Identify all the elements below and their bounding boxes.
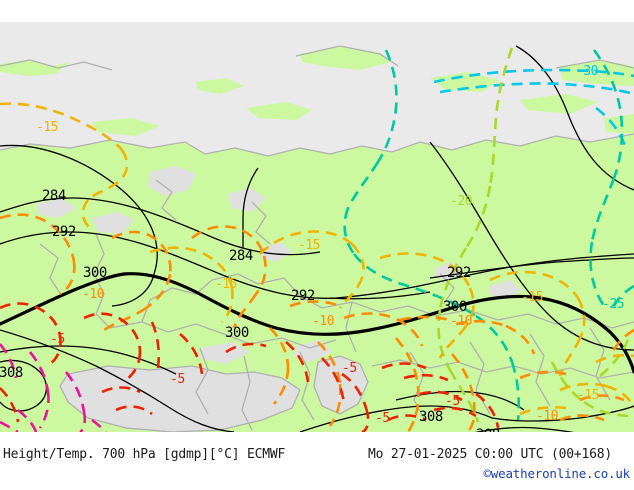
height-contour-300-bold bbox=[0, 272, 634, 374]
temp-label-minus15-d: -15 bbox=[521, 290, 543, 305]
temp-label-minus15-b: -15 bbox=[215, 277, 237, 292]
top-margin bbox=[0, 0, 634, 22]
temp-label-minus25: -25 bbox=[602, 297, 624, 312]
footer-bar: Height/Temp. 700 hPa [gdmp][°C] ECMWF Mo… bbox=[0, 432, 634, 490]
map-graphics bbox=[0, 22, 634, 432]
isotherm-minus-30 bbox=[433, 68, 634, 149]
temp-label-minus10-d: -10 bbox=[536, 409, 558, 424]
height-label-308-b: 308 bbox=[419, 409, 443, 425]
isotherm-zero bbox=[0, 343, 107, 432]
isotherm-minus-5 bbox=[0, 302, 500, 432]
temp-label-minus10-b: -10 bbox=[312, 314, 334, 329]
temp-label-minus10-c: -10 bbox=[450, 314, 472, 329]
copyright-credit: ©weatheronline.co.uk bbox=[483, 466, 630, 481]
isotherm-minus-20 bbox=[437, 47, 634, 423]
temp-label-minus30: -30 bbox=[576, 64, 598, 79]
height-label-292-b: 292 bbox=[291, 288, 315, 304]
height-label-300-c: 300 bbox=[443, 299, 467, 315]
temp-label-minus5-c: -5 bbox=[342, 361, 357, 376]
isotherm-minus-25 bbox=[343, 49, 634, 421]
temp-label-minus10-a: -10 bbox=[82, 287, 104, 302]
temp-label-minus5-d: -5 bbox=[375, 411, 390, 426]
height-label-292-a: 292 bbox=[52, 224, 76, 240]
height-label-300-a: 300 bbox=[83, 265, 107, 281]
temp-label-minus20: -20 bbox=[450, 194, 472, 209]
height-label-292-c: 292 bbox=[447, 265, 471, 281]
height-label-308-a: 308 bbox=[0, 365, 23, 381]
run-timestamp: Mo 27-01-2025 C0:00 UTC (00+168) bbox=[368, 447, 613, 462]
temp-label-minus5-e: -5 bbox=[445, 394, 460, 409]
temp-label-minus15-e: -15 bbox=[577, 388, 599, 403]
isotherm-minus-15 bbox=[0, 102, 634, 416]
height-label-308-c: 308 bbox=[476, 428, 500, 432]
height-label-284-b: 284 bbox=[229, 248, 253, 264]
map-canvas[interactable]: 284 284 292 292 292 300 300 300 308 308 … bbox=[0, 22, 634, 432]
temp-label-minus15-a: -15 bbox=[36, 120, 58, 135]
isotherm-minus-10 bbox=[0, 213, 634, 432]
temp-label-minus15-c: -15 bbox=[298, 238, 320, 253]
height-label-284-a: 284 bbox=[42, 188, 66, 204]
height-label-300-b: 300 bbox=[225, 325, 249, 341]
chart-title: Height/Temp. 700 hPa [gdmp][°C] ECMWF bbox=[3, 447, 286, 462]
temp-label-minus5-b: -5 bbox=[170, 372, 185, 387]
terrain-patches bbox=[36, 166, 522, 432]
temp-label-minus5-a: -5 bbox=[50, 332, 65, 347]
